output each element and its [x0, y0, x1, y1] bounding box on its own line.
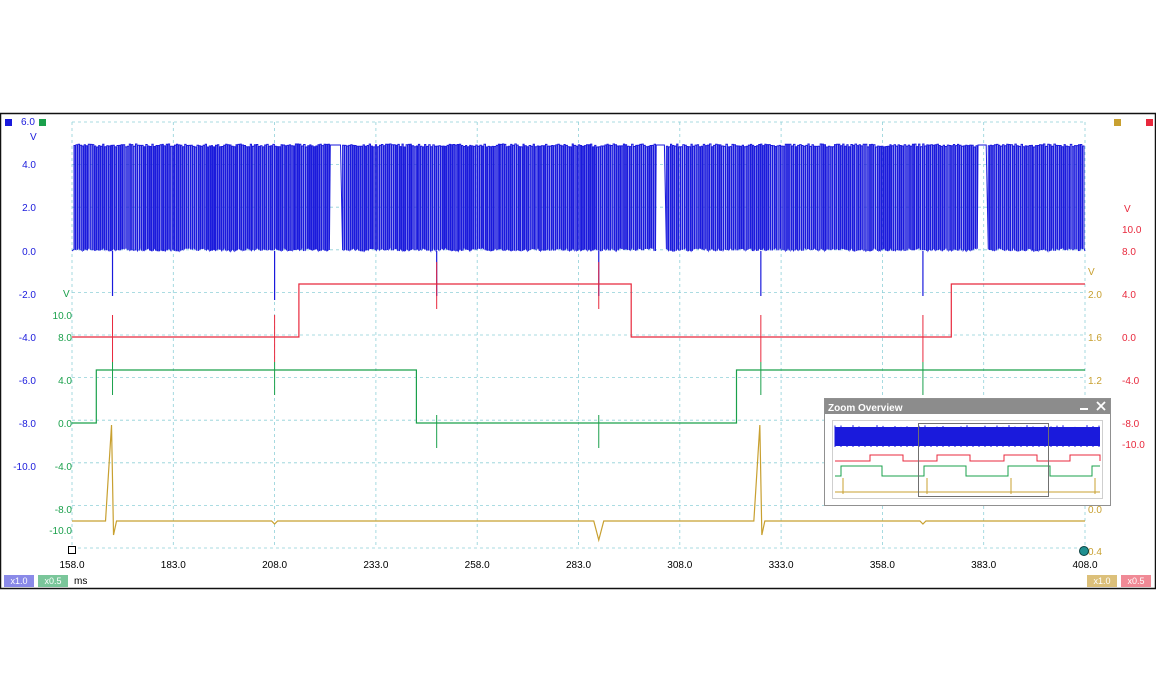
axis-x-tick: 183.0: [161, 560, 186, 571]
axis-channel-c: 10.0 8.0 4.0 0.0 -4.0 -8.0 -10.0 V: [1122, 204, 1145, 451]
axis-a-unit: V: [30, 132, 37, 143]
axis-x-tick: 208.0: [262, 560, 287, 571]
axis-x-tick: 308.0: [667, 560, 692, 571]
channel-a-magnification[interactable]: x1.0: [4, 575, 34, 587]
trace-channel-b: [72, 369, 1085, 424]
channel-d-magnification[interactable]: x1.0: [1087, 575, 1117, 587]
mini-trace-b: [835, 465, 1100, 477]
axis-b-tick: -4.0: [55, 462, 73, 473]
axis-channel-d: 2.0 1.6 1.2 0.0 0.4 V: [1088, 267, 1102, 558]
axis-c-unit: V: [1124, 204, 1131, 215]
axis-d-unit: V: [1088, 267, 1095, 278]
trace-channel-c: [72, 283, 1085, 338]
axis-a-tick: -6.0: [19, 376, 37, 387]
axis-a-tick: -4.0: [19, 333, 37, 344]
channel-b-magnification[interactable]: x0.5: [38, 575, 68, 587]
axis-x-tick: 258.0: [465, 560, 490, 571]
axis-c-tick: -4.0: [1122, 376, 1140, 387]
zoom-overview-traces: [834, 425, 1101, 494]
axis-time: 158.0 183.0 208.0 233.0 258.0 283.0 308.0 333.0…: [59, 560, 1097, 571]
axis-a-tick: 0.0: [22, 247, 36, 258]
trace-channel-d: [72, 424, 1085, 543]
channel-c-marker[interactable]: [1146, 119, 1153, 126]
axis-x-tick: 383.0: [971, 560, 996, 571]
channel-b-marker[interactable]: [39, 119, 46, 126]
axis-c-tick: -8.0: [1122, 419, 1140, 430]
close-icon[interactable]: [1096, 401, 1106, 411]
axis-b-tick: 8.0: [58, 333, 72, 344]
axis-c-tick: 10.0: [1122, 225, 1142, 236]
axis-a-tick: 2.0: [22, 203, 36, 214]
axis-x-tick: 333.0: [769, 560, 794, 571]
channel-a-marker[interactable]: [5, 119, 12, 126]
ruler-handle-right[interactable]: [1079, 546, 1089, 556]
axis-b-tick: 4.0: [58, 376, 72, 387]
axis-x-tick: 358.0: [870, 560, 895, 571]
axis-a-tick: -8.0: [19, 419, 37, 430]
axis-d-tick: 1.2: [1088, 376, 1102, 387]
axis-a-tick: 4.0: [22, 160, 36, 171]
axis-x-tick: 233.0: [363, 560, 388, 571]
minimize-icon[interactable]: [1080, 408, 1088, 410]
axis-c-tick: -10.0: [1122, 440, 1145, 451]
zoom-overview-title: Zoom Overview: [828, 403, 903, 414]
axis-d-tick: 1.6: [1088, 333, 1102, 344]
zoom-overview-titlebar[interactable]: [825, 399, 1110, 414]
axis-b-tick: 10.0: [53, 311, 73, 322]
axis-a-tick: -10.0: [13, 462, 36, 473]
channel-c-magnification[interactable]: x0.5: [1121, 575, 1151, 587]
mini-trace-c: [835, 454, 1101, 462]
traces: [71, 143, 1086, 543]
axis-d-tick: 2.0: [1088, 290, 1102, 301]
time-unit-label: ms: [74, 576, 88, 587]
trace-channel-a: [71, 143, 1086, 253]
axis-d-tick: 0.4: [1088, 547, 1102, 558]
axis-a-tick: -2.0: [19, 290, 37, 301]
axis-channel-a: 6.0 4.0 2.0 0.0 -2.0 -4.0 -6.0 -8.0 -10.0 V: [13, 117, 37, 473]
zoom-overview-window[interactable]: Zoom Overview: [824, 398, 1111, 506]
axis-b-tick: 0.0: [58, 419, 72, 430]
axis-d-tick: 0.0: [1088, 505, 1102, 516]
axis-c-tick: 0.0: [1122, 333, 1136, 344]
axis-x-tick: 408.0: [1072, 560, 1097, 571]
axis-c-tick: 4.0: [1122, 290, 1136, 301]
axis-b-tick: -8.0: [55, 505, 73, 516]
axis-b-unit: V: [63, 289, 70, 300]
axis-x-tick: 283.0: [566, 560, 591, 571]
zoom-overview-selection[interactable]: [918, 423, 1049, 497]
axis-c-tick: 8.0: [1122, 247, 1136, 258]
axis-a-tick: 6.0: [21, 117, 35, 128]
ruler-handle-left[interactable]: [68, 546, 76, 554]
axis-b-tick: -10.0: [49, 526, 72, 537]
axis-x-tick: 158.0: [59, 560, 84, 571]
axis-channel-b: 10.0 8.0 4.0 0.0 -4.0 -8.0 -10.0 V: [49, 289, 72, 537]
channel-d-marker[interactable]: [1114, 119, 1121, 126]
